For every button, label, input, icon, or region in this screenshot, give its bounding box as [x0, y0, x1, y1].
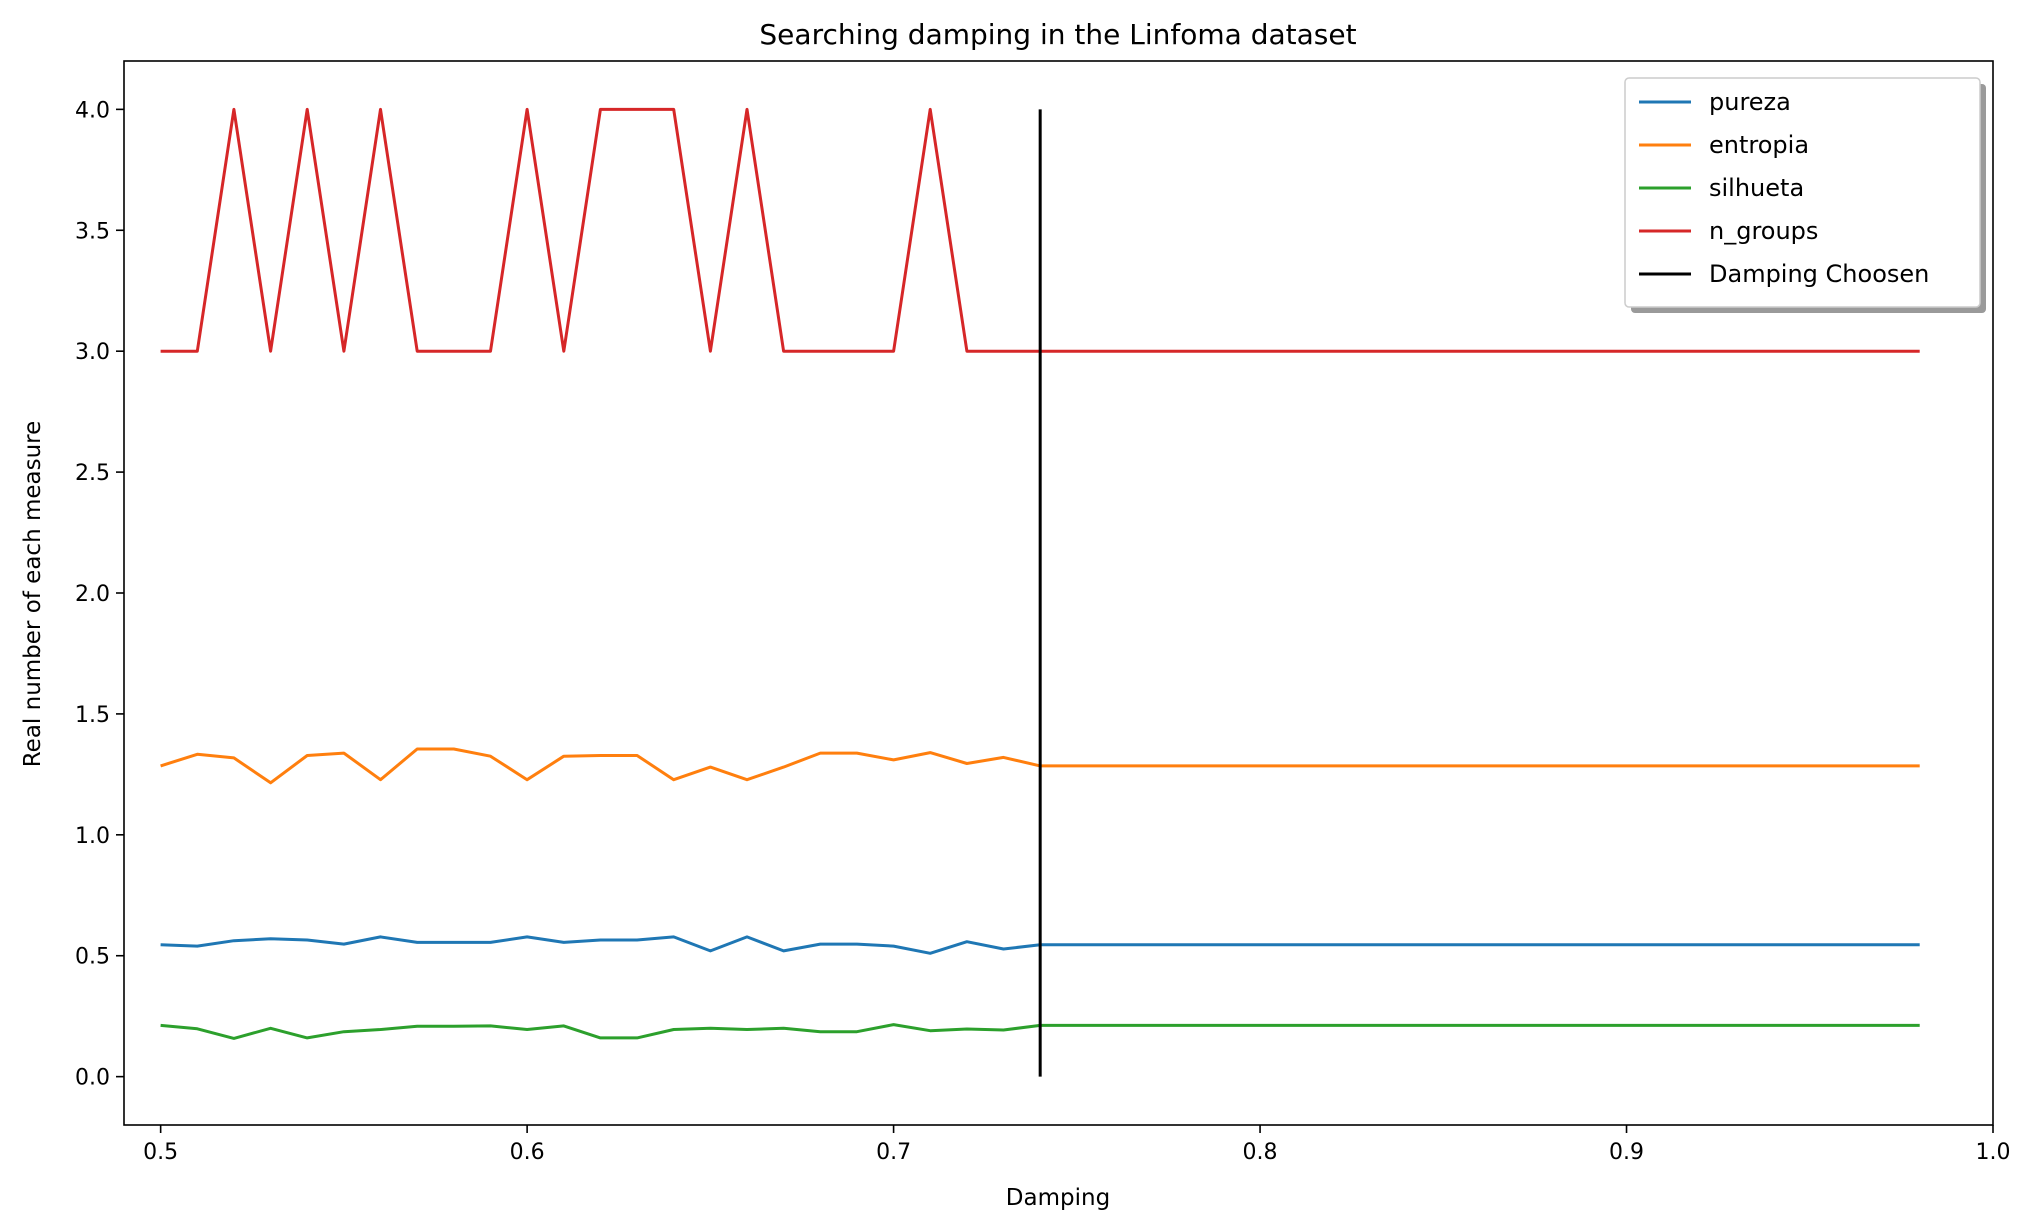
x-tick-label: 0.8 [1243, 1140, 1278, 1165]
chart-title: Searching damping in the Linfoma dataset [759, 18, 1356, 51]
y-tick-label: 3.5 [75, 219, 110, 244]
legend-label: silhueta [1709, 174, 1804, 202]
x-tick-label: 0.7 [876, 1140, 911, 1165]
y-tick-label: 2.5 [75, 461, 110, 486]
y-tick-label: 1.5 [75, 703, 110, 728]
legend-label: Damping Choosen [1709, 260, 1929, 288]
y-tick-label: 2.0 [75, 582, 110, 607]
x-axis-label: Damping [1006, 1185, 1110, 1211]
y-tick-label: 3.0 [75, 340, 110, 365]
x-tick-label: 1.0 [1976, 1140, 2011, 1165]
legend-box [1624, 77, 1981, 308]
plot-area [160, 107, 1920, 1077]
axes: 0.5 0.6 0.7 0.8 0.9 1.0 0.0 0.5 1.0 1.5 2.0 2.5 3.0 3… [75, 60, 2011, 1165]
y-axis-label: Real number of each measure [20, 421, 46, 768]
x-tick-label: 0.6 [510, 1140, 545, 1165]
y-tick-label: 4.0 [75, 98, 110, 123]
legend-label: n_groups [1709, 217, 1818, 245]
legend: pureza entropia silhueta n_groups Damping Ch… [1624, 77, 1986, 313]
x-tick-label: 0.9 [1609, 1140, 1644, 1165]
x-tick-label: 0.5 [143, 1140, 178, 1165]
legend-label: entropia [1709, 131, 1809, 159]
y-tick-label: 0.0 [75, 1066, 110, 1091]
y-tick-label: 1.0 [75, 824, 110, 849]
y-tick-label: 0.5 [75, 945, 110, 970]
legend-label: pureza [1709, 88, 1791, 116]
